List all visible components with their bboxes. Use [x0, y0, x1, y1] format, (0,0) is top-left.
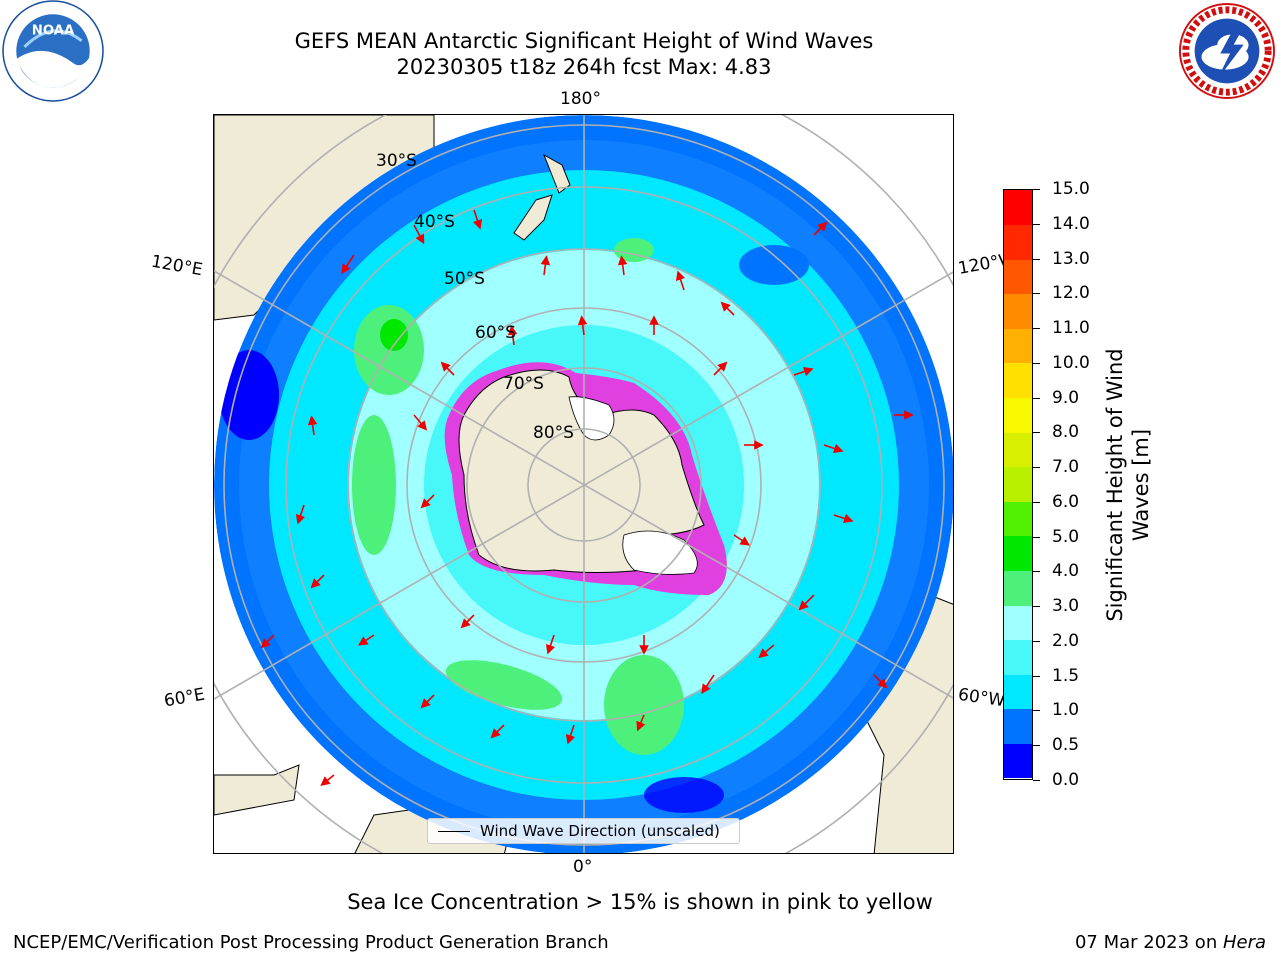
colorbar-label-line2: Waves [m]: [1129, 428, 1153, 542]
colorbar-tick-mark: [1033, 293, 1040, 295]
footer-machine: Hera: [1222, 932, 1266, 953]
colorbar-segment: [1004, 432, 1032, 468]
colorbar-tick-label: 0.5: [1052, 735, 1080, 756]
noaa-logo: NOAA: [2, 0, 104, 102]
colorbar-tick-label: 15.0: [1052, 179, 1090, 199]
colorbar-segment: [1004, 674, 1032, 710]
colorbar-tick-label: 7.0: [1052, 457, 1080, 478]
colorbar-tick-label: 3.0: [1052, 596, 1080, 617]
colorbar-tick-mark: [1033, 432, 1040, 434]
colorbar-tick-mark: [1033, 675, 1040, 677]
colorbar-tick-label: 10.0: [1052, 352, 1090, 373]
graticule: [214, 115, 953, 853]
legend-line-swatch: [438, 830, 470, 832]
lat-label-60s: 60°S: [475, 323, 516, 343]
colorbar-tick-mark: [1033, 258, 1040, 260]
new-zealand-south: [513, 194, 553, 241]
colorbar-segment: [1004, 224, 1032, 260]
colorbar-tick-label: 1.0: [1052, 700, 1080, 721]
wind-wave-arrows: [260, 209, 914, 786]
colorbar-segment: [1004, 535, 1032, 571]
colorbar-segment: [1004, 605, 1032, 641]
colorbar-tick-label: 14.0: [1052, 213, 1090, 234]
colorbar-tick-label: 9.0: [1052, 387, 1080, 408]
colorbar-tick-mark: [1033, 710, 1040, 712]
colorbar-segment: [1004, 570, 1032, 606]
sea-ice-footnote: Sea Ice Concentration > 15% is shown in …: [347, 890, 933, 914]
colorbar-tick-mark: [1033, 397, 1040, 399]
colorbar-segment: [1004, 466, 1032, 502]
colorbar-tick-mark: [1033, 745, 1040, 747]
lat-label-70s: 70°S: [503, 374, 544, 394]
colorbar-tick-label: 13.0: [1052, 248, 1090, 269]
colorbar-segment: [1004, 190, 1032, 226]
colorbar-segment: [1004, 362, 1032, 399]
lon-label-60w: 60°W: [956, 684, 1007, 712]
colorbar-tick-label: 4.0: [1052, 561, 1080, 582]
colorbar-tick-mark: [1033, 536, 1040, 538]
colorbar-tick-label: 8.0: [1052, 422, 1080, 443]
colorbar-tick-mark: [1033, 189, 1040, 190]
footer-date-text: 07 Mar 2023 on: [1074, 932, 1223, 953]
colorbar-label: Significant Height of Wind Waves [m]: [1102, 325, 1154, 645]
colorbar-tick-label: 5.0: [1052, 526, 1080, 547]
lat-label-40s: 40°S: [414, 212, 455, 232]
colorbar-tick-label: 12.0: [1052, 283, 1090, 304]
noaa-logo-text: NOAA: [32, 24, 75, 39]
lon-label-180: 180°: [560, 89, 601, 109]
legend-label: Wind Wave Direction (unscaled): [480, 822, 720, 840]
footer-branch: NCEP/EMC/Verification Post Processing Pr…: [13, 932, 609, 953]
footer-date: 07 Mar 2023 on Hera: [1075, 932, 1266, 953]
colorbar-tick-label: 2.0: [1052, 630, 1080, 651]
colorbar-tick-mark: [1033, 571, 1040, 573]
map-title: GEFS MEAN Antarctic Significant Height o…: [294, 29, 874, 53]
colorbar-segment: [1004, 501, 1032, 537]
new-zealand-north: [543, 153, 571, 194]
colorbar-segment: [1004, 259, 1032, 295]
colorbar-tick-mark: [1033, 640, 1040, 642]
polar-map: [214, 115, 953, 853]
colorbar-label-line1: Significant Height of Wind: [1103, 348, 1127, 622]
map-legend: Wind Wave Direction (unscaled): [427, 818, 740, 844]
national-weather-service-logo: [1178, 2, 1276, 100]
colorbar-tick-mark: [1033, 362, 1040, 364]
lat-label-80s: 80°S: [533, 423, 574, 443]
colorbar: [1003, 189, 1033, 780]
lat-label-50s: 50°S: [444, 269, 485, 289]
colorbar-segment: [1004, 639, 1032, 675]
map-panel: [213, 114, 954, 854]
colorbar-segment: [1004, 743, 1032, 779]
map-subtitle: 20230305 t18z 264h fcst Max: 4.83: [396, 55, 772, 79]
africa-land-left: [214, 764, 300, 816]
lon-label-0: 0°: [573, 857, 593, 877]
colorbar-segment: [1004, 397, 1032, 433]
colorbar-tick-mark: [1033, 223, 1040, 225]
colorbar-tick-label: 6.0: [1052, 491, 1080, 512]
lat-label-30s: 30°S: [376, 151, 417, 171]
colorbar-segment: [1004, 708, 1032, 744]
colorbar-tick-mark: [1033, 501, 1040, 503]
colorbar-tick-mark: [1033, 467, 1040, 469]
colorbar-tick-label: 0.0: [1052, 770, 1080, 790]
colorbar-tick-label: 11.0: [1052, 318, 1090, 339]
colorbar-tick-mark: [1033, 606, 1040, 608]
colorbar-segment: [1004, 293, 1032, 329]
lon-label-60e: 60°E: [162, 684, 207, 712]
colorbar-tick-mark: [1033, 780, 1040, 781]
colorbar-tick-label: 1.5: [1052, 665, 1080, 686]
lon-label-120e: 120°E: [149, 251, 205, 281]
colorbar-tick-mark: [1033, 328, 1040, 330]
ronne-ice-shelf: [622, 530, 698, 575]
colorbar-segment: [1004, 328, 1032, 364]
